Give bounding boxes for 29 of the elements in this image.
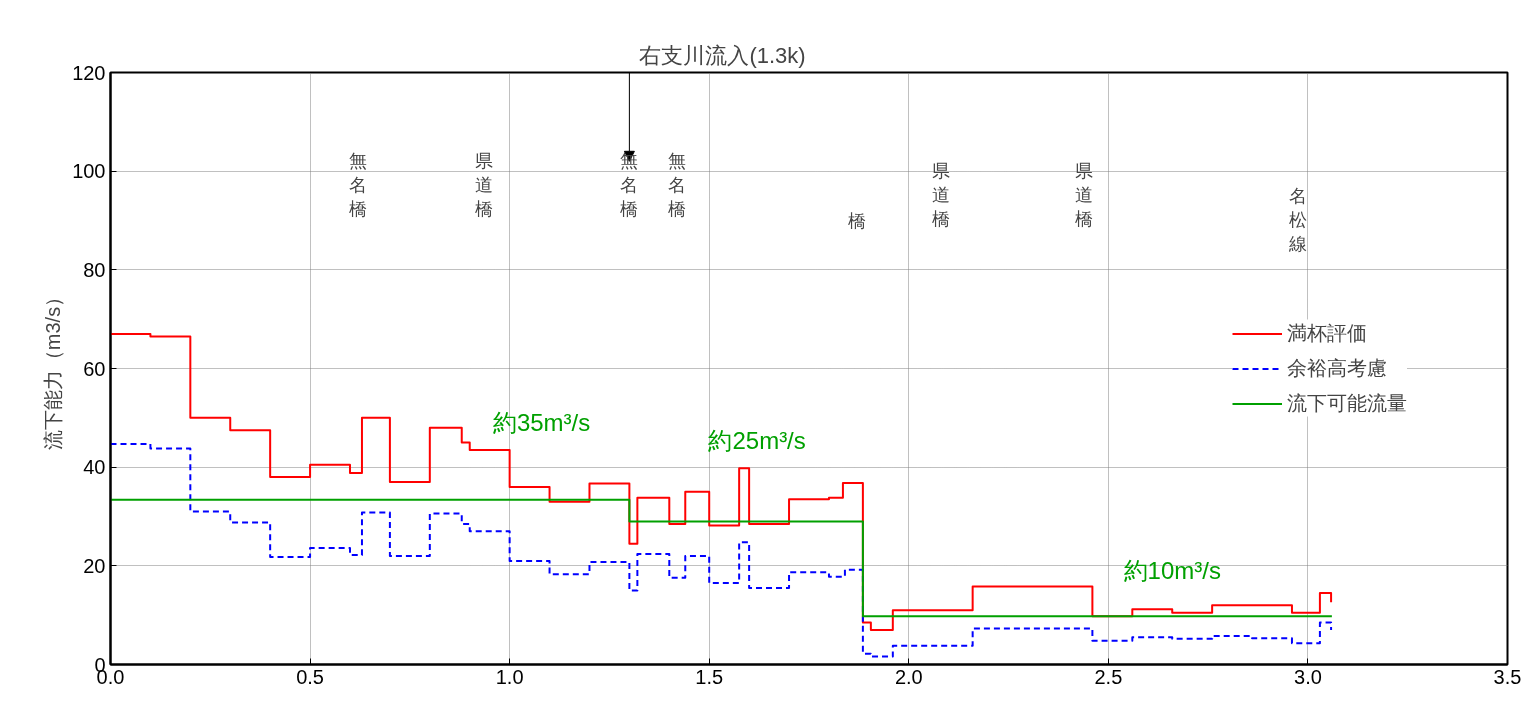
y-tick-label: 40 (83, 456, 106, 479)
x-tick-label: 1.0 (495, 665, 524, 688)
annotation: 橋 (847, 210, 866, 231)
x-tick-label: 3.0 (1294, 665, 1322, 688)
annotation: 無名橋 (668, 151, 687, 220)
annotation: 無名橋 (348, 151, 367, 220)
y-tick-label: 20 (83, 554, 106, 577)
annotation: 約10m³/s (1123, 557, 1221, 585)
x-tick-label: 2.0 (894, 665, 923, 688)
x-tick-label: 3.5 (1493, 665, 1522, 688)
annotation: 約25m³/s (708, 427, 806, 455)
annotation: 県道橋 (931, 161, 950, 230)
y-tick-label: 120 (72, 61, 106, 84)
annotation: 県道橋 (474, 151, 493, 220)
annotation: 約35m³/s (492, 409, 591, 437)
annotation: 名松線 (1287, 185, 1307, 254)
x-tick-label: 0.5 (296, 665, 324, 688)
x-tick-label: 1.5 (695, 665, 724, 688)
legend-label: 流下可能流量 (1287, 390, 1407, 416)
annotation: 県道橋 (1075, 161, 1094, 230)
text: 右支川流入(1.3k) (639, 42, 806, 68)
y-axis-title: 流下能力（m3/s） (42, 286, 65, 451)
legend-label: 余裕高考慮 (1287, 355, 1387, 381)
x-tick-label: 2.5 (1094, 665, 1123, 688)
y-tick-label: 60 (83, 357, 106, 380)
y-tick-label: 80 (83, 258, 106, 281)
annotation: 無名橋 (620, 151, 639, 220)
y-tick-label: 100 (72, 160, 106, 183)
legend-label: 満杯評価 (1287, 320, 1367, 346)
